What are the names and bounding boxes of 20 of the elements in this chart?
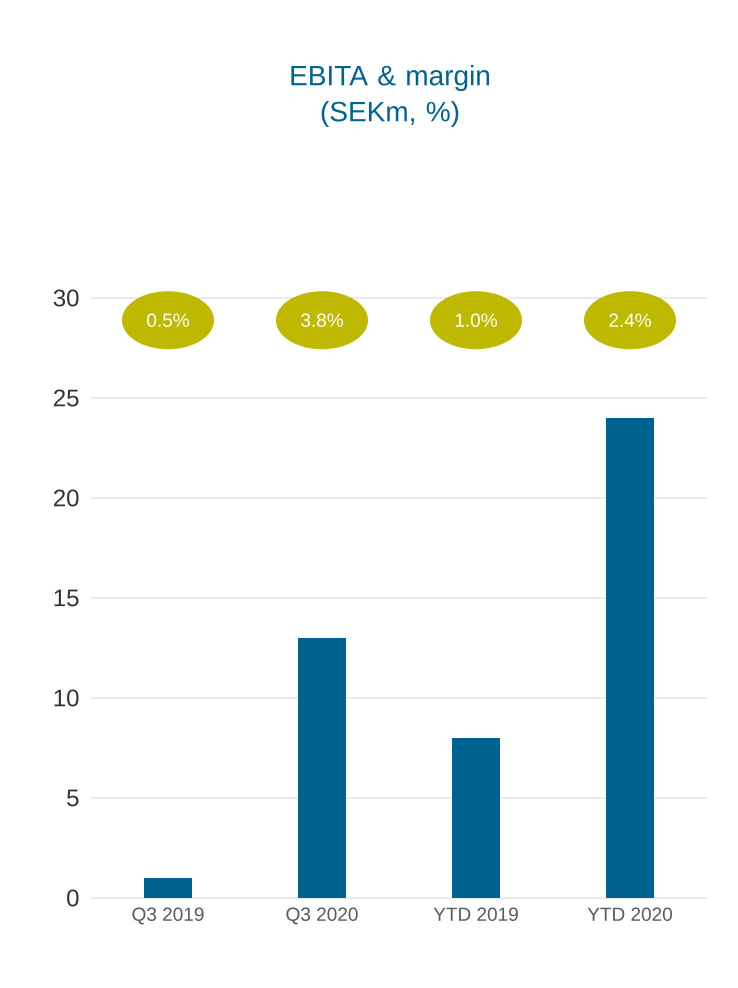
x-tick-label: Q3 2020 bbox=[286, 908, 358, 924]
annotation: 1.0% bbox=[456, 313, 497, 327]
annotation: 3.8% bbox=[301, 313, 343, 327]
y-tick-label: 15 bbox=[54, 590, 78, 606]
y-tick-label: 5 bbox=[67, 790, 78, 806]
y-tick-label: 0 bbox=[67, 889, 79, 906]
x-tick-label: YTD 2020 bbox=[588, 908, 672, 921]
annotation: 0.5% bbox=[147, 313, 189, 327]
x-tick-label: YTD 2019 bbox=[434, 908, 518, 921]
y-tick-label: 10 bbox=[54, 689, 79, 706]
annotation: 2.4% bbox=[609, 314, 651, 327]
x-tick-label: Q3 2019 bbox=[132, 908, 204, 924]
y-tick-label: 25 bbox=[54, 389, 78, 406]
bar bbox=[606, 418, 654, 898]
bar bbox=[452, 738, 500, 898]
y-tick-label: 30 bbox=[54, 289, 79, 306]
y-tick-label: 20 bbox=[54, 489, 79, 506]
bar bbox=[144, 878, 192, 898]
chart-title: EBITA & margin (SEKm, %) bbox=[291, 64, 490, 128]
bar bbox=[298, 638, 346, 898]
